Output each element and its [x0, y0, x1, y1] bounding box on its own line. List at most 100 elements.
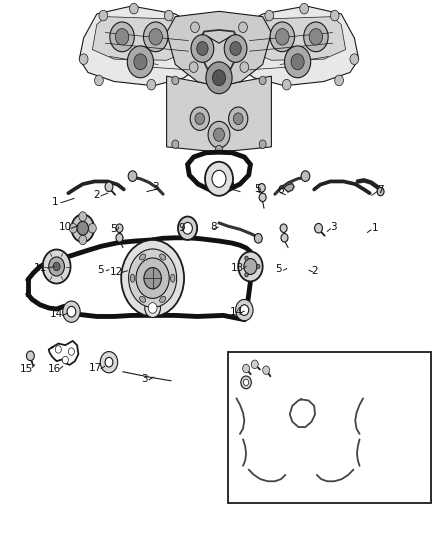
Circle shape — [172, 76, 179, 85]
Bar — [228, 352, 431, 503]
Text: 3: 3 — [330, 222, 337, 232]
Circle shape — [263, 366, 270, 374]
Circle shape — [304, 22, 328, 52]
Circle shape — [189, 62, 198, 72]
Circle shape — [79, 54, 88, 64]
Circle shape — [212, 70, 226, 86]
Text: 1: 1 — [372, 223, 378, 233]
Circle shape — [148, 303, 157, 313]
Text: 2: 2 — [93, 190, 100, 200]
Circle shape — [88, 223, 96, 233]
Circle shape — [100, 352, 118, 373]
Text: 5: 5 — [254, 184, 261, 194]
Circle shape — [130, 3, 138, 14]
Circle shape — [191, 22, 199, 33]
Polygon shape — [237, 6, 359, 86]
Text: 6: 6 — [277, 185, 283, 195]
Circle shape — [229, 107, 248, 131]
Ellipse shape — [140, 254, 145, 260]
Circle shape — [67, 306, 76, 317]
Circle shape — [191, 35, 214, 62]
Circle shape — [330, 10, 339, 21]
Circle shape — [251, 360, 258, 368]
Circle shape — [190, 107, 209, 131]
Circle shape — [69, 223, 77, 233]
Text: 15: 15 — [19, 364, 33, 374]
Circle shape — [42, 249, 71, 284]
Text: 4: 4 — [229, 182, 235, 192]
Circle shape — [134, 54, 147, 70]
Ellipse shape — [159, 254, 166, 260]
Circle shape — [63, 301, 80, 322]
Circle shape — [147, 79, 155, 90]
Text: 5: 5 — [275, 264, 282, 273]
Circle shape — [105, 358, 113, 367]
Circle shape — [79, 212, 87, 221]
Circle shape — [206, 62, 232, 94]
Circle shape — [283, 79, 291, 90]
Circle shape — [197, 42, 208, 55]
Ellipse shape — [170, 274, 175, 282]
Circle shape — [350, 54, 359, 64]
Circle shape — [178, 216, 197, 240]
Text: 11: 11 — [34, 263, 47, 272]
Polygon shape — [284, 183, 294, 192]
Circle shape — [205, 162, 233, 196]
Text: 12: 12 — [110, 267, 123, 277]
Circle shape — [53, 262, 60, 271]
Polygon shape — [79, 6, 201, 86]
Circle shape — [215, 146, 223, 154]
Circle shape — [280, 224, 287, 232]
Circle shape — [240, 62, 249, 72]
Circle shape — [110, 22, 134, 52]
Text: 9: 9 — [179, 223, 185, 233]
Circle shape — [214, 128, 224, 141]
Circle shape — [144, 22, 168, 52]
Circle shape — [236, 300, 253, 321]
Circle shape — [259, 76, 266, 85]
Circle shape — [265, 10, 274, 21]
Text: 8: 8 — [210, 222, 217, 232]
Text: 14: 14 — [50, 309, 63, 319]
Circle shape — [238, 252, 263, 281]
Circle shape — [244, 259, 257, 274]
Circle shape — [128, 171, 137, 181]
Circle shape — [291, 54, 304, 70]
Circle shape — [195, 113, 205, 125]
Text: 14: 14 — [230, 306, 243, 317]
Polygon shape — [92, 17, 193, 60]
Circle shape — [127, 46, 153, 78]
Circle shape — [136, 258, 169, 298]
Ellipse shape — [131, 274, 135, 282]
Circle shape — [105, 182, 113, 191]
Text: 7: 7 — [377, 185, 384, 195]
Polygon shape — [166, 76, 272, 152]
Circle shape — [285, 46, 311, 78]
Circle shape — [244, 379, 249, 385]
Circle shape — [62, 357, 68, 364]
Circle shape — [115, 29, 129, 45]
Text: 1: 1 — [52, 197, 59, 207]
Circle shape — [276, 29, 289, 45]
Circle shape — [309, 29, 323, 45]
Circle shape — [301, 171, 310, 181]
Circle shape — [239, 22, 247, 33]
Circle shape — [259, 193, 266, 201]
Circle shape — [116, 224, 123, 232]
Text: 5: 5 — [110, 224, 117, 235]
Circle shape — [77, 221, 88, 235]
Circle shape — [129, 249, 177, 308]
Circle shape — [212, 170, 226, 187]
Circle shape — [149, 29, 162, 45]
Circle shape — [95, 75, 103, 86]
Circle shape — [335, 75, 343, 86]
Text: 2: 2 — [312, 266, 318, 276]
Ellipse shape — [159, 296, 166, 302]
Circle shape — [183, 222, 192, 234]
Circle shape — [233, 113, 243, 125]
Text: 13: 13 — [231, 263, 244, 272]
Circle shape — [99, 10, 108, 21]
Text: 10: 10 — [59, 222, 72, 232]
Circle shape — [240, 305, 249, 316]
Circle shape — [49, 257, 64, 276]
